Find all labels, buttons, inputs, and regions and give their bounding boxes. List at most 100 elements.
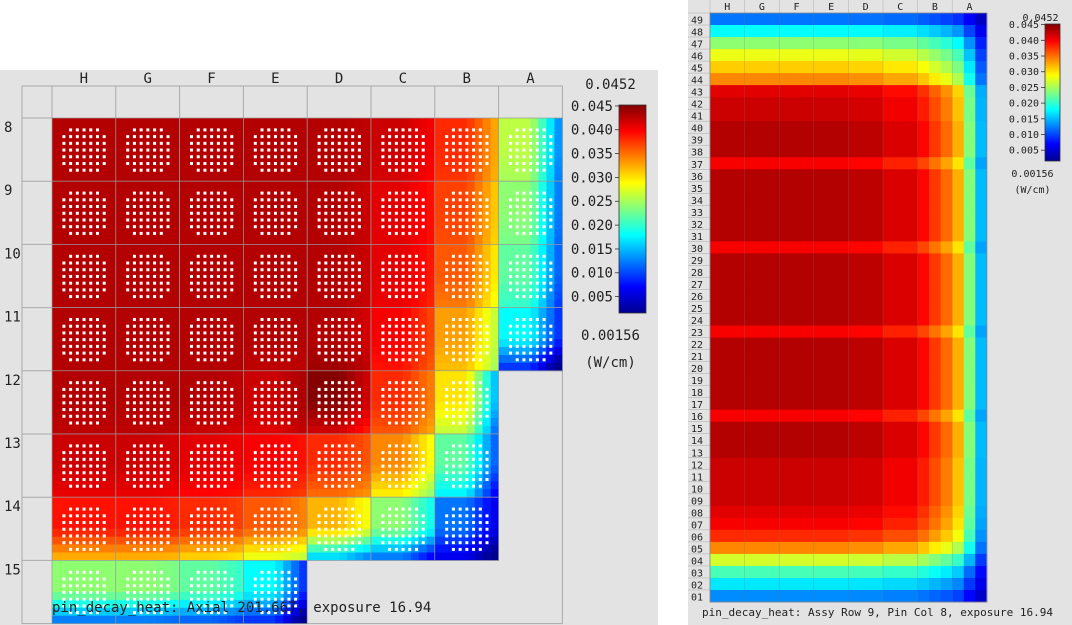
axial-row bbox=[710, 49, 988, 62]
column-label: D bbox=[335, 71, 343, 87]
row-label: 13 bbox=[4, 436, 21, 452]
axial-row bbox=[710, 349, 988, 362]
axial-row bbox=[710, 145, 988, 158]
axial-row-label: 01 bbox=[691, 593, 703, 604]
axial-row bbox=[710, 133, 988, 146]
pin-markers bbox=[126, 444, 170, 488]
right-colorbar-tick-label: 0.020 bbox=[1009, 99, 1039, 110]
pin-markers bbox=[126, 191, 170, 235]
right-colorbar-tick-label: 0.025 bbox=[1009, 83, 1039, 94]
pin-markers bbox=[509, 318, 553, 362]
assembly-cell bbox=[52, 497, 117, 561]
axial-row bbox=[710, 325, 988, 338]
assembly-cell bbox=[434, 181, 499, 245]
left-colorbar-tick-label: 0.025 bbox=[571, 194, 613, 210]
axial-row-label: 27 bbox=[691, 280, 703, 291]
axial-row bbox=[710, 313, 988, 326]
pin-markers bbox=[126, 254, 170, 299]
axial-column-label: E bbox=[828, 2, 834, 13]
axial-row bbox=[710, 181, 988, 194]
left-colorbar bbox=[618, 104, 647, 314]
axial-row bbox=[710, 217, 988, 230]
pin-markers bbox=[253, 128, 298, 172]
assembly-cell bbox=[115, 370, 180, 435]
axial-row bbox=[710, 565, 988, 579]
axial-row bbox=[710, 373, 988, 387]
pin-markers bbox=[190, 381, 234, 425]
axial-row bbox=[710, 409, 988, 423]
left-colorbar-tick-label: 0.010 bbox=[571, 266, 613, 282]
axial-row-label: 24 bbox=[691, 316, 703, 327]
assembly-cell bbox=[243, 307, 308, 372]
axial-row bbox=[710, 469, 988, 483]
assembly-cell bbox=[371, 370, 436, 435]
left-colorbar-tick-label: 0.015 bbox=[571, 242, 613, 258]
axial-row-label: 31 bbox=[691, 232, 703, 243]
pin-markers bbox=[381, 381, 425, 425]
left-colorbar-unit: (W/cm) bbox=[585, 355, 636, 371]
axial-row-label: 10 bbox=[691, 484, 703, 495]
axial-row bbox=[710, 421, 988, 435]
axial-row bbox=[710, 493, 988, 507]
row-label: 12 bbox=[4, 373, 21, 389]
column-label: F bbox=[207, 71, 215, 87]
axial-row-label: 26 bbox=[691, 292, 703, 303]
axial-row bbox=[710, 481, 988, 495]
pin-markers bbox=[126, 507, 170, 551]
axial-row-label: 36 bbox=[691, 172, 703, 183]
axial-row bbox=[710, 445, 988, 459]
axial-row bbox=[710, 517, 988, 531]
axial-row-label: 42 bbox=[691, 100, 703, 111]
axial-row-label: 46 bbox=[691, 52, 703, 63]
pin-markers bbox=[190, 254, 234, 299]
axial-row-label: 13 bbox=[691, 448, 703, 459]
pin-markers bbox=[445, 191, 489, 235]
axial-row-label: 09 bbox=[691, 496, 703, 507]
axial-row-label: 20 bbox=[691, 364, 703, 375]
pin-markers bbox=[317, 444, 361, 488]
pin-markers bbox=[190, 507, 234, 551]
row-label: 14 bbox=[4, 499, 21, 515]
axial-row-label: 48 bbox=[691, 28, 703, 39]
axial-row-label: 05 bbox=[691, 544, 703, 555]
radial-map-panel: H G F E D C B A 8 9 10 11 12 13 14 15 0.0452 0.045 0.040 0.… bbox=[0, 70, 658, 625]
axial-column-label: A bbox=[966, 2, 972, 13]
pin-markers bbox=[317, 254, 361, 299]
axial-row bbox=[710, 541, 988, 555]
axial-row-label: 23 bbox=[691, 328, 703, 339]
pin-markers bbox=[126, 318, 170, 362]
axial-row bbox=[710, 361, 988, 375]
axial-row-label: 07 bbox=[691, 520, 703, 531]
assembly-border bbox=[498, 307, 563, 372]
axial-row-label: 11 bbox=[691, 472, 703, 483]
axial-row-label: 17 bbox=[691, 400, 703, 411]
axial-row bbox=[710, 109, 988, 122]
pin-markers bbox=[317, 191, 361, 235]
right-colorbar-tick-label: 0.015 bbox=[1009, 114, 1039, 125]
right-colorbar-tick-label: 0.010 bbox=[1009, 130, 1039, 141]
axial-row bbox=[710, 277, 988, 290]
pin-markers bbox=[62, 254, 106, 299]
axial-column-label: H bbox=[724, 2, 730, 13]
assembly-cell bbox=[179, 244, 244, 308]
pin-markers bbox=[317, 318, 361, 362]
axial-row-label: 37 bbox=[691, 160, 703, 171]
assembly-cell bbox=[52, 370, 117, 435]
axial-column-label: B bbox=[932, 2, 938, 13]
axial-row-label: 21 bbox=[691, 352, 703, 363]
left-colorbar-min: 0.00156 bbox=[581, 328, 640, 344]
axial-row-label: 34 bbox=[691, 196, 703, 207]
axial-row bbox=[710, 121, 988, 134]
pin-markers bbox=[62, 381, 106, 425]
axial-row bbox=[710, 13, 988, 26]
axial-row-label: 38 bbox=[691, 148, 703, 159]
column-label: E bbox=[271, 71, 279, 87]
pin-markers bbox=[317, 507, 361, 551]
axial-row bbox=[710, 433, 988, 447]
radial-heatmap: H G F E D C B A 8 9 10 11 12 13 14 15 0.0452 0.045 0.040 0.… bbox=[4, 71, 647, 625]
pin-markers bbox=[381, 444, 425, 488]
axial-column-label: D bbox=[863, 2, 869, 13]
pin-markers bbox=[253, 444, 298, 488]
axial-row-label: 16 bbox=[691, 412, 703, 423]
axial-row-label: 41 bbox=[691, 112, 703, 123]
